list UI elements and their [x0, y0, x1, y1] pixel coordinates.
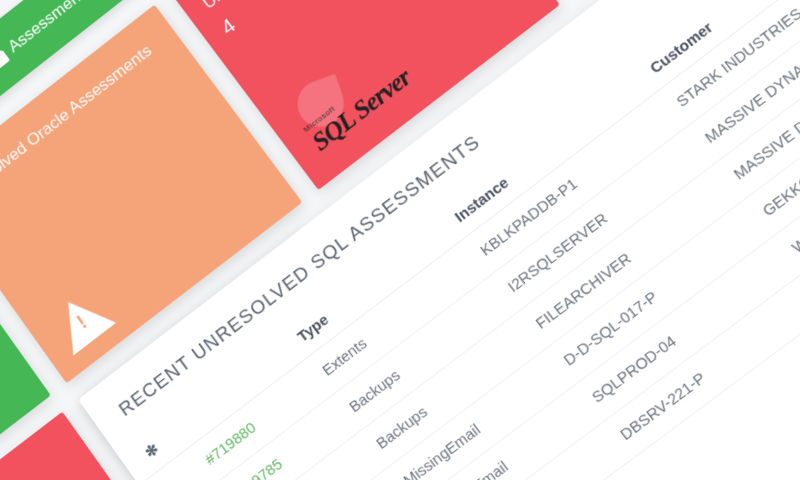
sql-server-logo-icon: Microsoft SQL Server: [288, 38, 422, 162]
stat-card-value: 4: [217, 14, 240, 40]
nav-item-assessments[interactable]: Assessments: [0, 0, 94, 70]
nav-item-assessments-label: Assessments: [4, 0, 94, 57]
asterisk-icon: ✻: [142, 440, 163, 463]
document-icon: [0, 46, 10, 69]
warning-triangle-icon: [46, 285, 117, 356]
